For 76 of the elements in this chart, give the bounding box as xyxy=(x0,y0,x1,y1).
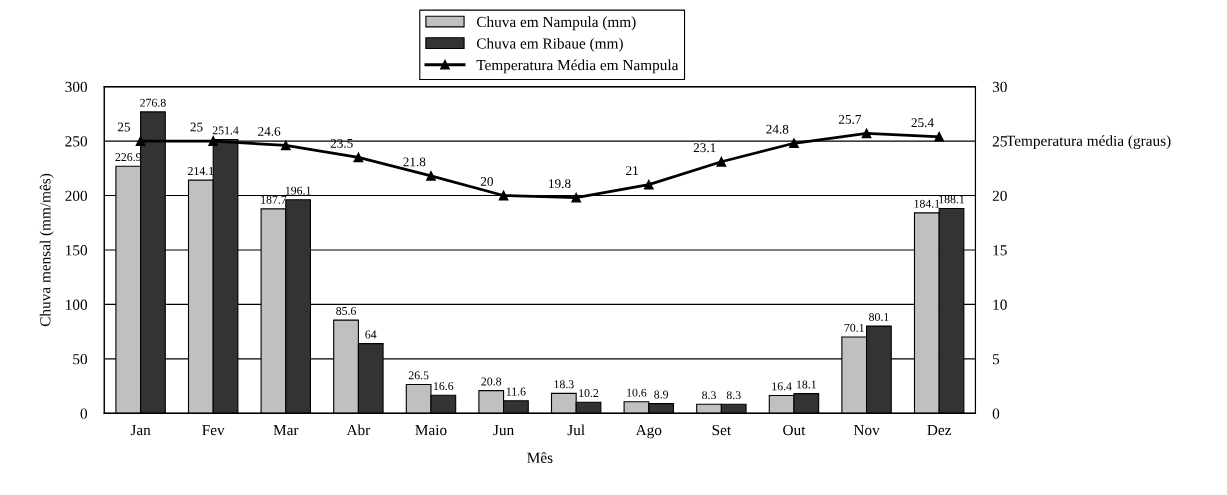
data-label: 64 xyxy=(365,330,377,339)
x-tick-label: Set xyxy=(712,424,732,436)
data-label: 25.4 xyxy=(911,118,934,128)
data-label: 18.3 xyxy=(554,380,574,389)
data-label: 21.8 xyxy=(403,157,426,167)
x-tick-label: Abr xyxy=(346,424,371,436)
data-label: 196.1 xyxy=(285,186,311,195)
y-tick-label: 150 xyxy=(66,245,88,256)
point xyxy=(716,156,727,167)
y2-tick-label: 20 xyxy=(992,190,1007,201)
data-label: 21 xyxy=(626,166,638,175)
data-label: 8.3 xyxy=(702,391,716,400)
x-tick-label: Maio xyxy=(415,424,447,436)
data-label: 10.2 xyxy=(579,389,599,398)
y2-tick-label: 5 xyxy=(993,354,1000,365)
y2-tick-label: 25 xyxy=(992,136,1007,147)
data-label: 8.3 xyxy=(726,391,741,400)
y-tick-label: 300 xyxy=(65,81,88,93)
point xyxy=(208,136,219,146)
legend-label: Chuva em Ribaue (mm) xyxy=(476,37,623,52)
data-label: 23.1 xyxy=(693,143,716,153)
x-tick-label: Jan xyxy=(130,425,151,436)
data-label: 24.6 xyxy=(258,126,281,136)
data-label: 85.6 xyxy=(336,306,357,315)
point xyxy=(861,128,872,139)
x-tick-label: Ago xyxy=(635,424,662,439)
point xyxy=(643,179,654,190)
data-label: 276.8 xyxy=(140,98,166,107)
x-tick-label: Mar xyxy=(273,425,299,436)
data-label: 251.4 xyxy=(212,126,239,135)
legend-label: Temperatura Média em Nampula xyxy=(476,59,679,74)
x-tick-label: Jul xyxy=(567,424,585,436)
y2-tick-label: 30 xyxy=(992,81,1007,93)
data-label: 70.1 xyxy=(844,323,864,332)
point xyxy=(353,152,364,163)
y2-tick-label: 15 xyxy=(993,245,1007,256)
y-tick-label: 100 xyxy=(66,299,88,310)
data-label: 24.8 xyxy=(766,124,789,134)
y-tick-label: 50 xyxy=(73,354,88,365)
data-label: 20 xyxy=(480,177,494,186)
data-label: 20.8 xyxy=(481,377,502,386)
point xyxy=(571,192,582,203)
data-label: 18.1 xyxy=(797,380,816,389)
y-tick-label: 250 xyxy=(65,136,88,147)
x-tick-label: Nov xyxy=(853,425,880,436)
data-label: 187.7 xyxy=(261,195,287,204)
y-tick-label: 0 xyxy=(80,408,88,419)
data-label: 26.5 xyxy=(408,371,429,380)
legend-label: Chuva em Nampula (mm) xyxy=(476,16,636,31)
data-label: 25 xyxy=(117,122,131,132)
data-label: 25.7 xyxy=(838,114,862,124)
y2-axis-title: Temperatura média (graus) xyxy=(1006,135,1171,150)
y-axis-title: Chuva mensal (mm/mês) xyxy=(39,173,54,327)
data-label: 11.6 xyxy=(506,387,526,396)
data-label: 25 xyxy=(190,122,203,132)
y2-tick-label: 10 xyxy=(993,299,1007,310)
point xyxy=(789,138,799,149)
x-axis-title: Mês xyxy=(527,452,553,463)
data-label: 80.1 xyxy=(869,312,889,321)
data-label: 19.8 xyxy=(549,179,571,189)
x-tick-label: Fev xyxy=(202,425,225,436)
point xyxy=(135,136,146,146)
data-label: 184.1 xyxy=(914,199,940,208)
data-label: 10.6 xyxy=(627,388,647,397)
data-label: 8.9 xyxy=(654,390,669,399)
point xyxy=(498,190,509,201)
x-tick-label: Out xyxy=(783,424,806,436)
point xyxy=(280,140,291,151)
point xyxy=(426,171,436,181)
y2-tick-label: 0 xyxy=(992,408,1000,419)
data-label: 16.6 xyxy=(434,382,454,391)
y-tick-label: 200 xyxy=(65,190,88,201)
data-label: 16.4 xyxy=(772,382,792,391)
x-tick-label: Jun xyxy=(493,425,514,436)
point xyxy=(934,131,945,142)
x-tick-label: Dez xyxy=(927,425,952,436)
